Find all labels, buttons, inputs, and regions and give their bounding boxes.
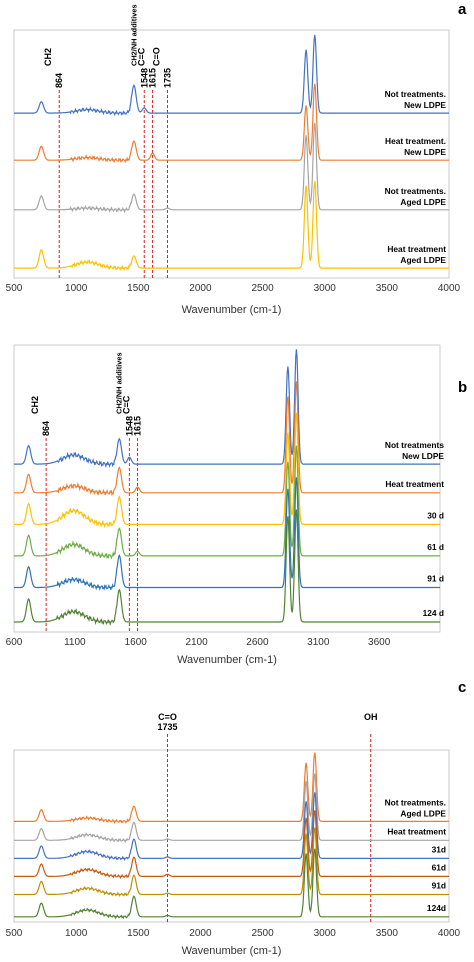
- spectrum-line: [14, 752, 449, 825]
- x-tick-label: 2500: [251, 283, 274, 294]
- spectrum-line: [14, 810, 449, 880]
- annotation-label: 1735: [157, 722, 177, 732]
- annotation-label: 1615: [148, 68, 158, 88]
- annotation-label: CH2: [30, 396, 40, 414]
- series-label: 124d: [427, 903, 446, 913]
- spectrum-line: [14, 445, 440, 560]
- x-tick-label: 3500: [376, 283, 399, 294]
- annotation-label: C=O: [158, 712, 177, 722]
- x-tick-label: 1100: [64, 637, 86, 648]
- annotation-label: OH: [364, 712, 378, 722]
- x-axis-label: Wavenumber (cm-1): [182, 304, 282, 316]
- plot-frame: [13, 749, 450, 923]
- series-label: Not treatments: [385, 440, 444, 450]
- series-label: New LDPE: [404, 100, 446, 110]
- plot-frame: [13, 29, 450, 279]
- annotation-label: 1548: [139, 68, 149, 88]
- x-tick-label: 600: [6, 637, 23, 648]
- series-label: Aged LDPE: [400, 197, 446, 207]
- annotation-label: 864: [41, 421, 51, 436]
- series-label: 91 d: [427, 574, 444, 584]
- plot-frame: [13, 344, 441, 633]
- panel-a: a 500 1000 1500 2000 2500 3000 3500 4000 Wavenum…: [6, 1, 467, 316]
- series-label: 31d: [432, 844, 446, 854]
- annotation-label: CH2/NH additives: [129, 4, 138, 66]
- x-tick-label: 3000: [314, 283, 337, 294]
- series-label: 124 d: [423, 608, 444, 618]
- series-label: Aged LDPE: [400, 808, 446, 818]
- x-tick-label: 1500: [127, 928, 150, 939]
- spectrum-line: [14, 34, 449, 117]
- panel-b-letter: b: [458, 379, 467, 396]
- spectrum-line: [14, 122, 449, 214]
- annotation-label: C=O: [151, 47, 161, 66]
- spectrum-line: [14, 477, 440, 591]
- annotation-label: C=C: [122, 395, 132, 414]
- panel-a-letter: a: [458, 1, 467, 18]
- x-tick-label: 1600: [125, 637, 148, 648]
- spectrum-line: [14, 349, 440, 469]
- x-tick-label: 2100: [185, 637, 208, 648]
- series-label: 61 d: [427, 542, 444, 552]
- spectrum-line: [14, 509, 440, 627]
- annotation-label: 864: [54, 73, 64, 88]
- x-tick-label: 4000: [438, 928, 461, 939]
- panel-c: c 500 1000 1500 2000 2500 3000 3500 4000 Wavenum…: [6, 679, 467, 957]
- series-label: Aged LDPE: [400, 255, 446, 265]
- annotation-label: 1735: [162, 68, 172, 88]
- series-label: Heat treatment: [387, 826, 446, 836]
- spectrum-line: [14, 773, 449, 844]
- x-tick-label: 2600: [246, 637, 269, 648]
- x-tick-label: 500: [6, 283, 23, 294]
- annotation-label: C=C: [137, 47, 147, 66]
- x-tick-label: 500: [6, 928, 23, 939]
- series-label: Heat treatment: [387, 244, 446, 254]
- x-tick-label: 2500: [251, 928, 274, 939]
- series-label: 91d: [432, 880, 446, 890]
- x-tick-label: 3100: [307, 637, 330, 648]
- x-tick-label: 3000: [314, 928, 337, 939]
- panel-c-letter: c: [458, 679, 466, 696]
- x-tick-label: 4000: [438, 283, 461, 294]
- x-tick-label: 1000: [65, 283, 88, 294]
- series-label: Not treatments.: [385, 186, 446, 196]
- spectrum-line: [14, 381, 440, 497]
- annotation-label: 1615: [133, 416, 143, 436]
- series-label: Heat treatment: [385, 479, 444, 489]
- x-tick-label: 1000: [65, 928, 88, 939]
- panel-b: b 600 1100 1600 2100 2600 3100 3600 Wavenumber …: [6, 344, 467, 666]
- series-label: New LDPE: [404, 147, 446, 157]
- x-axis-label: Wavenumber (cm-1): [182, 945, 282, 957]
- x-tick-label: 3600: [368, 637, 391, 648]
- annotation-label: CH2/NH additives: [114, 352, 123, 414]
- x-tick-label: 2000: [189, 928, 212, 939]
- spectrum-line: [14, 83, 449, 164]
- series-label: 61d: [432, 862, 446, 872]
- x-axis-label: Wavenumber (cm-1): [177, 654, 277, 666]
- series-label: Not treatments.: [385, 797, 446, 807]
- annotation-label: CH2: [43, 48, 53, 66]
- spectrum-line: [14, 792, 449, 862]
- spectrum-line: [14, 827, 449, 897]
- series-label: New LDPE: [402, 451, 444, 461]
- series-label: Not treatments.: [385, 89, 446, 99]
- x-tick-label: 1500: [127, 283, 150, 294]
- x-tick-label: 3500: [376, 928, 399, 939]
- series-label: Heat treatment.: [385, 136, 446, 146]
- x-tick-label: 2000: [189, 283, 212, 294]
- spectrum-line: [14, 181, 449, 271]
- series-label: 30 d: [427, 510, 444, 520]
- annotation-label: 1548: [124, 416, 134, 436]
- spectrum-line: [14, 412, 440, 529]
- spectrum-line: [14, 848, 449, 920]
